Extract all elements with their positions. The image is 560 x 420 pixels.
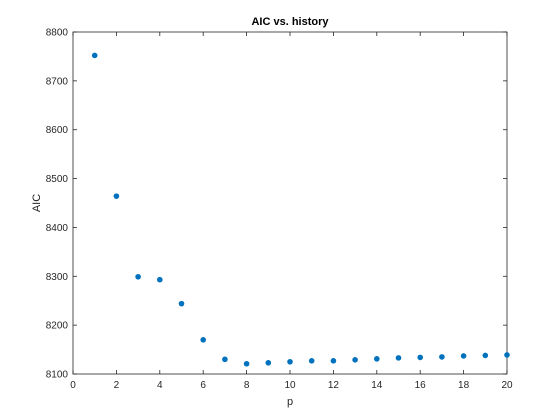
x-tick-label: 14 [371, 380, 383, 391]
data-point [460, 353, 467, 359]
data-point [113, 193, 120, 199]
y-tick-label: 8700 [46, 76, 69, 87]
data-point [265, 359, 272, 366]
x-tick-label: 4 [157, 380, 163, 391]
y-axis: 8100 8200 8300 8400 8500 8600 8700 8800 [46, 28, 507, 381]
data-point [287, 358, 293, 365]
x-tick-label: 10 [284, 380, 296, 391]
x-tick-label: 20 [501, 380, 513, 391]
data-point [157, 276, 163, 283]
y-tick-label: 8400 [46, 223, 69, 234]
data-point [178, 300, 185, 307]
data-point [395, 355, 402, 361]
y-tick-label: 8500 [46, 174, 69, 185]
axes-box [72, 31, 508, 375]
data-point [352, 357, 358, 363]
data-point [200, 337, 206, 343]
data-point [243, 360, 250, 367]
x-axis: 0 2 4 6 8 10 12 14 16 18 20 [70, 32, 513, 391]
x-tick-label: 0 [70, 380, 76, 391]
y-tick-label: 8300 [46, 272, 69, 283]
data-point [222, 356, 228, 363]
y-axis-label: AIC [31, 194, 43, 212]
x-tick-label: 18 [458, 380, 470, 391]
x-tick-label: 16 [415, 380, 427, 391]
y-tick-label: 8600 [46, 125, 69, 136]
plot-area: 0 2 4 6 8 10 12 14 16 18 20 8100 8200 8300 8400 8500 86… [46, 28, 513, 392]
data-point [308, 358, 315, 364]
y-tick-label: 8800 [46, 28, 69, 39]
x-tick-label: 6 [200, 380, 206, 391]
data-markers [91, 52, 510, 367]
chart-title: AIC vs. history [251, 16, 329, 28]
y-tick-label: 8100 [46, 370, 69, 381]
y-tick-label: 8200 [46, 321, 69, 332]
x-axis-label: p [287, 396, 293, 408]
data-point [330, 358, 337, 364]
data-point [417, 354, 424, 361]
x-tick-label: 12 [328, 380, 340, 391]
data-point [482, 352, 489, 359]
x-tick-label: 8 [244, 380, 250, 391]
data-point [91, 52, 98, 59]
data-point [504, 352, 510, 358]
data-point [374, 356, 380, 362]
data-point [135, 273, 141, 280]
data-point [439, 354, 445, 360]
x-tick-label: 2 [114, 380, 120, 391]
